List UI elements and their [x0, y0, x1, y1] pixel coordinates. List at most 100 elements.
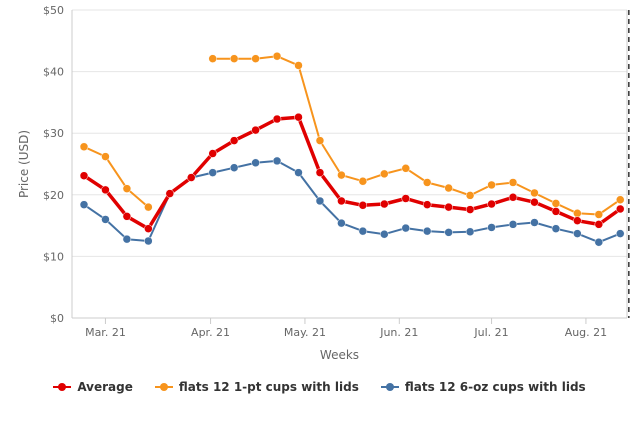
data-point	[465, 227, 475, 237]
y-tick-label: $0	[50, 312, 64, 325]
series-1	[79, 51, 625, 219]
data-point	[444, 202, 453, 212]
data-point	[165, 189, 175, 198]
data-point	[315, 136, 325, 145]
data-point	[401, 223, 410, 233]
data-point	[530, 188, 539, 198]
x-tick-label: Mar. 21	[85, 326, 126, 339]
data-point	[530, 218, 539, 227]
data-point	[101, 215, 110, 224]
data-point	[616, 204, 625, 214]
data-point	[616, 195, 625, 204]
data-point	[487, 180, 496, 190]
grid-lines	[71, 9, 630, 319]
data-point	[208, 149, 217, 158]
data-point	[508, 178, 518, 187]
y-tick-label: $40	[43, 66, 64, 79]
legend-item-1pt-cups[interactable]: flats 12 1-pt cups with lids	[154, 380, 359, 394]
x-axis: Mar. 21 Apr. 21 May. 21 Jun. 21 Jul. 21 Aug. …	[85, 318, 607, 339]
legend-item-average[interactable]: Average	[53, 380, 133, 394]
y-tick-label: $50	[43, 4, 64, 17]
data-point	[315, 168, 325, 177]
data-point	[358, 226, 368, 236]
data-point	[573, 209, 582, 218]
data-point	[465, 205, 475, 214]
data-point	[251, 54, 260, 63]
legend-label-6oz-cups: flats 12 6-oz cups with lids	[404, 380, 586, 394]
data-point	[251, 158, 260, 168]
legend-swatch-6oz-cups	[380, 382, 399, 392]
x-tick-label: May. 21	[284, 326, 326, 339]
legend: Average flats 12 1-pt cups with lids fla…	[0, 380, 639, 394]
data-point	[144, 236, 153, 246]
y-tick-label: $20	[43, 189, 64, 202]
data-point	[101, 185, 110, 195]
series-group[interactable]	[79, 51, 625, 247]
data-point	[594, 220, 604, 229]
data-point	[272, 51, 282, 61]
data-point	[229, 54, 239, 63]
data-point	[208, 54, 217, 63]
data-point	[508, 220, 518, 229]
data-point	[144, 224, 153, 233]
data-point	[594, 210, 604, 219]
data-point	[530, 197, 539, 207]
data-point	[79, 142, 89, 152]
data-point	[272, 114, 282, 124]
x-tick-label: Jun. 21	[379, 326, 418, 339]
data-point	[465, 191, 475, 200]
series-0	[79, 112, 625, 233]
legend-swatch-1pt-cups	[154, 382, 173, 392]
data-point	[122, 234, 132, 244]
data-point	[79, 200, 89, 209]
data-point	[444, 183, 453, 193]
x-tick-label: Aug. 21	[565, 326, 607, 339]
data-point	[337, 218, 346, 228]
data-point	[551, 199, 561, 208]
data-point	[337, 196, 346, 206]
data-point	[401, 194, 410, 203]
data-point	[272, 156, 282, 166]
y-tick-label: $30	[43, 127, 64, 140]
data-point	[208, 168, 217, 177]
data-point	[487, 199, 496, 209]
data-point	[187, 173, 196, 182]
legend-label-1pt-cups: flats 12 1-pt cups with lids	[178, 380, 359, 394]
data-point	[294, 61, 303, 70]
data-point	[294, 112, 303, 122]
series-line	[83, 55, 621, 216]
data-point	[380, 169, 389, 179]
data-point	[315, 196, 325, 206]
data-point	[551, 207, 561, 216]
series-2	[79, 156, 625, 247]
y-tick-label: $10	[43, 250, 64, 263]
series-line	[83, 115, 622, 231]
data-point	[573, 216, 582, 225]
y-axis: $0 $10 $20 $30 $40 $50	[43, 4, 64, 325]
data-point	[251, 125, 260, 135]
data-point	[401, 164, 410, 173]
data-point	[573, 229, 582, 238]
data-point	[422, 226, 432, 236]
data-point	[337, 170, 346, 180]
x-axis-title: Weeks	[320, 348, 359, 362]
data-point	[229, 136, 239, 145]
data-point	[422, 178, 432, 187]
legend-swatch-average	[53, 382, 72, 392]
data-point	[122, 184, 132, 193]
legend-item-6oz-cups[interactable]: flats 12 6-oz cups with lids	[380, 380, 586, 394]
data-point	[380, 199, 389, 209]
x-tick-label: Apr. 21	[191, 326, 230, 339]
data-point	[79, 171, 89, 180]
data-point	[422, 200, 432, 209]
y-axis-title: Price (USD)	[17, 130, 31, 198]
legend-label-average: Average	[77, 380, 133, 394]
data-point	[594, 237, 604, 247]
data-point	[229, 163, 239, 172]
data-point	[358, 176, 368, 186]
data-point	[358, 201, 368, 210]
data-point	[487, 223, 496, 232]
x-tick-label: Jul. 21	[473, 326, 508, 339]
data-point	[444, 228, 453, 237]
